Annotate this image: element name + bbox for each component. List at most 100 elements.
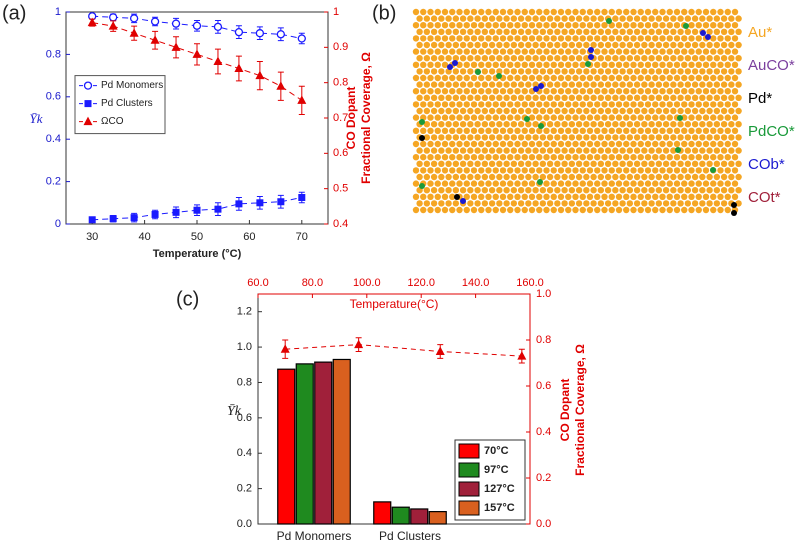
lattice-site <box>706 147 713 154</box>
lattice-site <box>539 134 547 141</box>
lattice-site <box>517 200 525 207</box>
lattice-site <box>706 160 713 167</box>
lattice-site <box>565 35 572 42</box>
lattice-site <box>623 114 630 121</box>
lattice-site <box>662 107 670 115</box>
lattice-site <box>735 121 742 128</box>
lattice-site <box>666 61 673 68</box>
lattice-site <box>583 107 590 115</box>
lattice-site <box>449 140 456 148</box>
lattice-site <box>445 173 452 181</box>
lattice-site <box>550 206 557 214</box>
lattice-site <box>456 22 463 29</box>
lattice-site <box>445 28 452 35</box>
lattice-site <box>644 180 652 187</box>
lattice-site <box>612 147 619 154</box>
lattice-site <box>532 187 539 194</box>
lattice-site <box>441 35 449 42</box>
lattice-site <box>546 173 554 181</box>
lattice-site <box>615 74 623 82</box>
lattice-site <box>499 8 507 16</box>
adsorbate <box>496 73 502 79</box>
lattice-site <box>470 48 478 55</box>
lattice-site <box>528 48 536 55</box>
marker <box>277 198 285 206</box>
lattice-site <box>735 94 742 102</box>
lattice-site <box>619 200 626 207</box>
lattice-site <box>452 107 460 115</box>
lattice-site <box>590 200 597 207</box>
lattice-site <box>630 127 637 134</box>
lattice-site <box>496 173 503 181</box>
lattice-site <box>496 107 503 115</box>
bar <box>332 358 351 525</box>
y2-tick-label: 0.2 <box>536 472 551 484</box>
adsorbate <box>475 69 481 75</box>
lattice-site <box>633 107 641 115</box>
lattice-site <box>525 15 532 22</box>
lattice-site <box>590 28 597 35</box>
lattice-site <box>695 140 702 148</box>
lattice-site <box>496 15 503 22</box>
lattice-site <box>510 200 518 207</box>
lattice-site <box>735 134 742 141</box>
lattice-site <box>579 101 586 108</box>
lattice-site <box>510 147 518 154</box>
lattice-site <box>478 140 485 148</box>
lattice-site <box>507 88 514 95</box>
lattice-site <box>478 48 485 55</box>
lattice-site <box>561 160 568 167</box>
legend-label: 157°C <box>484 502 515 514</box>
lattice-site <box>565 22 572 29</box>
lattice-site <box>623 48 630 55</box>
lattice-site <box>438 55 445 62</box>
lattice-site <box>467 134 474 141</box>
lattice-site <box>423 94 431 102</box>
lattice-site <box>702 193 710 200</box>
lattice-site <box>688 180 695 187</box>
lattice-site <box>710 206 717 214</box>
lattice-site <box>550 140 557 148</box>
lattice-site <box>630 140 637 148</box>
lattice-site <box>724 140 731 148</box>
lattice-site <box>608 167 615 174</box>
lattice-site <box>485 167 492 174</box>
lattice-site <box>717 61 724 68</box>
lattice-site <box>583 28 590 35</box>
lattice-site <box>586 74 594 82</box>
lattice-site <box>666 193 673 200</box>
lattice-site <box>717 114 724 121</box>
lattice-site <box>438 200 445 207</box>
lattice-site <box>474 28 481 35</box>
lattice-site <box>713 160 721 167</box>
lattice-site <box>496 41 503 49</box>
lattice-site <box>507 74 514 82</box>
lattice-site <box>525 41 532 49</box>
lattice-site <box>684 68 692 75</box>
lattice-site <box>590 94 597 102</box>
lattice-site <box>623 74 630 82</box>
lattice-site <box>543 140 550 148</box>
lattice-site <box>720 68 728 75</box>
lattice-site <box>467 160 474 167</box>
lattice-site <box>478 35 485 42</box>
lattice-site <box>633 15 641 22</box>
lattice-site <box>702 140 710 148</box>
lattice-site <box>699 147 706 154</box>
lattice-site <box>728 81 735 88</box>
lattice-site <box>731 193 739 200</box>
lattice-site <box>720 81 728 88</box>
lattice-site <box>550 167 557 174</box>
lattice-site <box>539 68 547 75</box>
lattice-site <box>713 15 721 22</box>
lattice-site <box>456 167 463 174</box>
lattice-site <box>594 167 601 174</box>
lattice-site <box>532 68 539 75</box>
lattice-site <box>590 147 597 154</box>
lattice-site <box>546 107 554 115</box>
lattice-site <box>579 206 586 214</box>
lattice-site <box>532 173 539 181</box>
marker <box>276 30 285 39</box>
lattice-site <box>543 74 550 82</box>
